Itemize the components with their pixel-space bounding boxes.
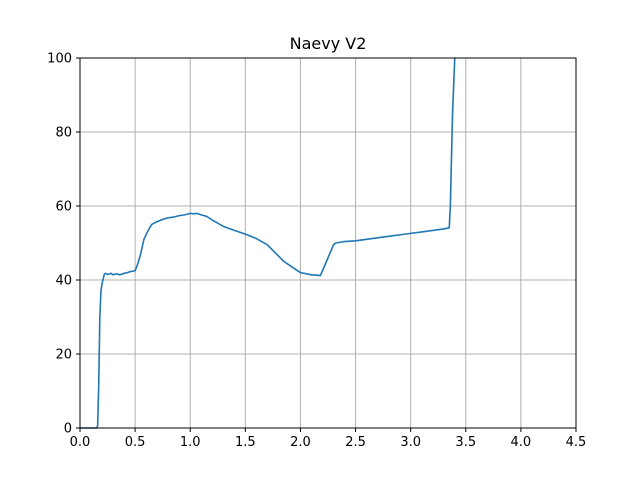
series-layer (79, 57, 456, 429)
x-tick-label: 0.5 (125, 435, 146, 450)
series-line (79, 57, 456, 429)
x-tick-label: 3.5 (455, 435, 476, 450)
y-tick-label: 40 (55, 274, 72, 289)
y-tick-label: 80 (55, 126, 72, 141)
x-tick-label: 2.5 (345, 435, 366, 450)
ticks: 0.0 0.5 1.0 1.5 2.0 2.5 3.0 3.5 4.0 4.5 0 20 40 60 80 1… (47, 52, 586, 451)
y-tick-label: 0 (64, 422, 72, 437)
x-tick-label: 3.0 (400, 435, 421, 450)
x-tick-label: 1.0 (180, 435, 201, 450)
plot-area-frame (79, 57, 577, 429)
x-tick-label: 2.0 (290, 435, 311, 450)
y-tick-label: 60 (55, 200, 72, 215)
y-tick-label: 20 (55, 348, 72, 363)
x-tick-label: 1.5 (235, 435, 256, 450)
x-tick-label: 0.0 (70, 435, 91, 450)
y-tick-label: 100 (47, 52, 72, 67)
x-tick-label: 4.5 (566, 435, 587, 450)
x-tick-label: 4.0 (511, 435, 532, 450)
chart-title: Naevy V2 (290, 34, 367, 53)
grid (79, 57, 577, 429)
